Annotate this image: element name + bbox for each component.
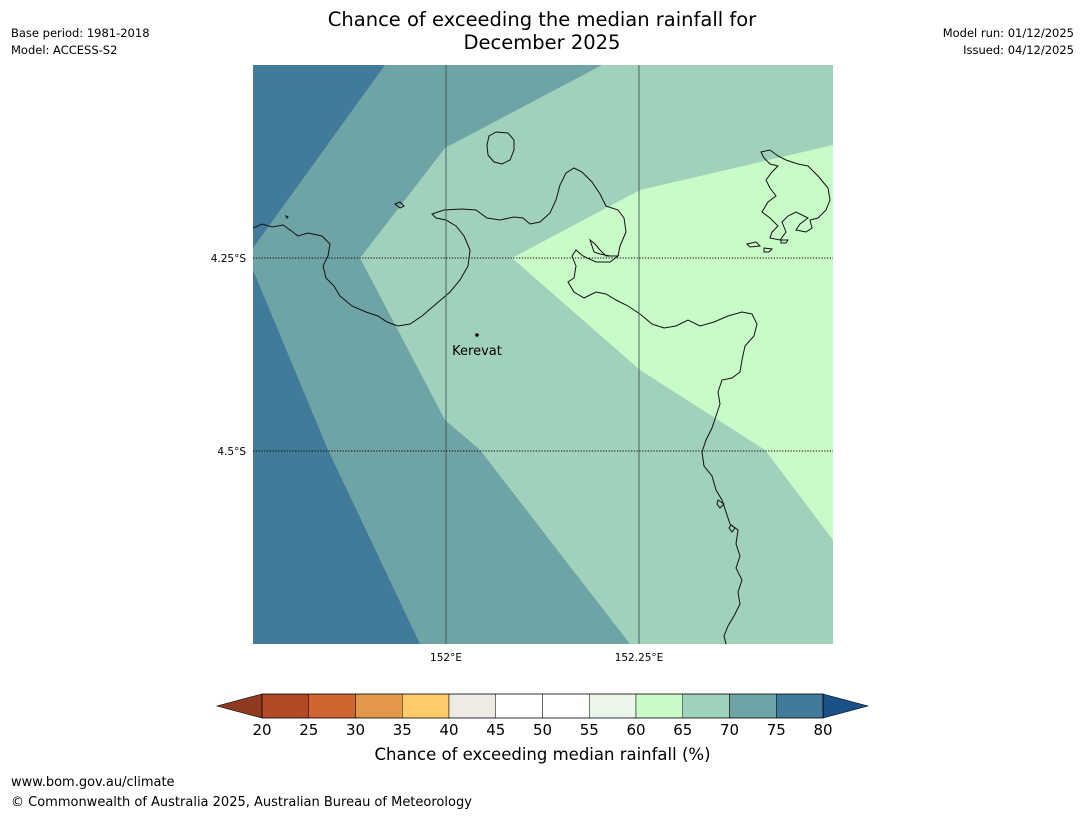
header-right: Model run: 01/12/2025 Issued: 04/12/2025 [943, 25, 1074, 59]
website-link[interactable]: www.bom.gov.au/climate [11, 775, 175, 790]
island-dot [284, 214, 289, 219]
colorbar-tick-label: 35 [393, 721, 412, 739]
gridlines [253, 65, 833, 644]
header-left: Base period: 1981-2018 Model: ACCESS-S2 [11, 25, 150, 59]
lat-label: 4.25°S [211, 253, 247, 265]
copyright: © Commonwealth of Australia 2025, Austra… [11, 795, 472, 810]
colorbar-segment [682, 693, 730, 719]
colorbar-segment [355, 693, 403, 719]
island-east-small-2 [763, 247, 774, 253]
coastlines [253, 131, 831, 644]
title-line-2: December 2025 [463, 31, 621, 54]
colorbar-tick-label: 40 [439, 721, 458, 739]
zone-60-65 [512, 145, 833, 540]
colorbar-tick-label: 50 [533, 721, 552, 739]
island-east-peninsula [760, 149, 831, 241]
coastline-west [253, 167, 607, 327]
colorbar-segment [402, 693, 450, 719]
colorbar-over-arrow [822, 693, 870, 719]
town-marker [475, 333, 479, 337]
island-east-small-1 [746, 241, 762, 248]
colorbar-label: Chance of exceeding median rainfall (%) [374, 745, 711, 764]
model-run: Model run: 01/12/2025 [942, 26, 1074, 40]
colorbar-segment [448, 693, 496, 719]
colorbar-tick-label: 80 [813, 721, 832, 739]
colorbar-segment [261, 693, 309, 719]
colorbar-tick-label: 20 [252, 721, 271, 739]
island-small [394, 201, 405, 209]
colorbar-tick-label: 45 [486, 721, 505, 739]
colorbar-segment [542, 693, 590, 719]
model-name: Model: ACCESS-S2 [11, 43, 118, 57]
lon-label: 152°E [430, 652, 462, 664]
coastline-east [567, 205, 758, 644]
colorbar-segment [308, 693, 356, 719]
colorbar-segment [729, 693, 777, 719]
issued-date: Issued: 04/12/2025 [963, 43, 1074, 57]
colorbar-tick-label: 65 [673, 721, 692, 739]
colorbar-segment [776, 693, 824, 719]
colorbar-segment [589, 693, 637, 719]
colorbar-tick-label: 55 [580, 721, 599, 739]
probability-zones [253, 65, 833, 644]
title-line-1: Chance of exceeding the median rainfall … [327, 8, 757, 31]
colorbar-under-arrow [215, 693, 263, 719]
colorbar-segment [495, 693, 543, 719]
base-period: Base period: 1981-2018 [11, 26, 150, 40]
grid-labels: 4.25°S 4.5°S 152°E 152.25°E [211, 253, 664, 664]
colorbar-segment [635, 693, 683, 719]
colorbar-tick-label: 70 [720, 721, 739, 739]
lon-label: 152.25°E [615, 652, 664, 664]
island-inlet-2 [728, 524, 736, 533]
lat-label: 4.5°S [217, 446, 246, 458]
colorbar-tick-label: 60 [626, 721, 645, 739]
island-inlet [716, 499, 725, 509]
page-title: Chance of exceeding the median rainfall … [242, 8, 842, 54]
island-east-small-3 [780, 239, 789, 244]
colorbar-tick-label: 30 [346, 721, 365, 739]
colorbar: 20 25 30 35 40 45 50 55 60 65 70 75 80 [215, 693, 870, 739]
colorbar-tick-label: 25 [299, 721, 318, 739]
town-label: Kerevat [452, 344, 502, 359]
colorbar-tick-label: 75 [767, 721, 786, 739]
colorbar-frame [261, 693, 824, 719]
island-north [486, 131, 515, 165]
